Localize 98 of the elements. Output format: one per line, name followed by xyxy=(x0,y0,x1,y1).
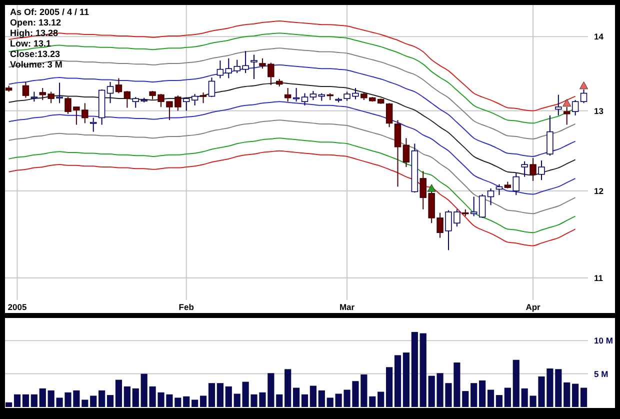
candlestick xyxy=(200,92,207,104)
candlestick xyxy=(90,117,97,132)
bar xyxy=(411,332,418,407)
candlestick xyxy=(284,87,292,102)
bar xyxy=(580,388,588,407)
candlestick xyxy=(56,82,63,104)
bar xyxy=(326,398,334,407)
bar xyxy=(318,390,325,407)
y-tick-label: 12 xyxy=(594,186,604,196)
bar xyxy=(208,383,216,407)
annotation: Volume: 3 M xyxy=(10,60,62,70)
bar xyxy=(82,400,88,407)
bar xyxy=(192,400,198,407)
bar xyxy=(386,367,393,407)
candlestick xyxy=(191,94,198,106)
candlestick xyxy=(470,196,478,217)
candlestick xyxy=(555,94,562,116)
bar xyxy=(115,380,122,407)
bar xyxy=(479,380,486,407)
bar xyxy=(369,396,376,407)
line-series xyxy=(8,101,576,195)
bar xyxy=(39,388,46,407)
candlestick xyxy=(521,160,528,178)
line-series xyxy=(8,82,576,176)
line-series xyxy=(8,20,576,112)
candlestick xyxy=(106,81,114,104)
bar xyxy=(183,396,190,407)
bar xyxy=(14,394,21,407)
y-tick-label: 10 M xyxy=(594,336,613,346)
bar xyxy=(470,383,478,407)
candlestick xyxy=(530,158,536,182)
annotation: Close:13.23 xyxy=(10,49,60,59)
bar xyxy=(90,396,97,407)
x-tick-label: 2005 xyxy=(8,302,27,312)
annotation: Low: 13.1 xyxy=(10,38,52,48)
bar xyxy=(30,394,38,407)
y-tick-label: 14 xyxy=(594,32,604,42)
bar xyxy=(564,382,570,407)
candlestick xyxy=(572,100,579,116)
candlestick xyxy=(310,90,317,101)
candlestick xyxy=(538,160,545,181)
bar xyxy=(106,395,114,407)
candlestick xyxy=(30,91,38,102)
bar xyxy=(124,386,130,407)
candlestick xyxy=(386,102,393,128)
bar xyxy=(22,394,30,407)
bar xyxy=(487,390,494,407)
bar xyxy=(98,390,106,407)
bar xyxy=(6,402,12,407)
candlestick xyxy=(546,114,554,156)
bar xyxy=(301,394,308,407)
candlestick xyxy=(124,90,131,108)
y-tick-label: 13 xyxy=(594,106,604,116)
x-tick-label: Feb xyxy=(178,302,194,312)
candlestick xyxy=(183,97,190,112)
bar xyxy=(420,333,426,407)
bar xyxy=(394,355,402,407)
bar xyxy=(292,388,300,407)
line-series xyxy=(8,150,576,246)
candlestick xyxy=(250,54,258,80)
bar xyxy=(402,352,410,407)
bar xyxy=(132,388,139,407)
candlestick xyxy=(394,120,402,188)
bar xyxy=(572,384,579,407)
point xyxy=(580,81,588,90)
candlestick xyxy=(301,92,308,106)
bar xyxy=(225,386,232,407)
candlestick xyxy=(208,76,216,98)
bar xyxy=(378,392,384,407)
line-series xyxy=(8,120,576,214)
bar xyxy=(504,388,511,407)
bar xyxy=(284,369,292,407)
point xyxy=(562,98,572,107)
bar xyxy=(200,396,207,407)
candlestick xyxy=(115,78,122,94)
candlestick xyxy=(402,138,410,168)
line-series xyxy=(8,138,576,234)
candlestick xyxy=(216,60,224,79)
bar xyxy=(512,360,520,407)
bar xyxy=(496,395,503,407)
candlestick xyxy=(478,194,486,218)
candlestick xyxy=(496,184,503,196)
annotation: Open: 13.12 xyxy=(10,18,62,28)
candlestick xyxy=(22,81,30,98)
annotation: As Of: 2005 / 4 / 11 xyxy=(10,7,90,17)
candlestick xyxy=(512,172,520,196)
y-tick-label: 11 xyxy=(594,272,604,283)
bar xyxy=(462,391,469,407)
bar xyxy=(216,383,224,407)
y-tick-label: 5 M xyxy=(594,368,608,379)
bar xyxy=(234,394,240,407)
bar xyxy=(310,386,316,407)
bar xyxy=(276,394,283,407)
candlestick xyxy=(487,188,494,206)
x-tick-label: Mar xyxy=(339,302,356,312)
bar xyxy=(555,369,562,407)
x-tick-label: Apr xyxy=(526,302,542,312)
point xyxy=(427,184,436,192)
